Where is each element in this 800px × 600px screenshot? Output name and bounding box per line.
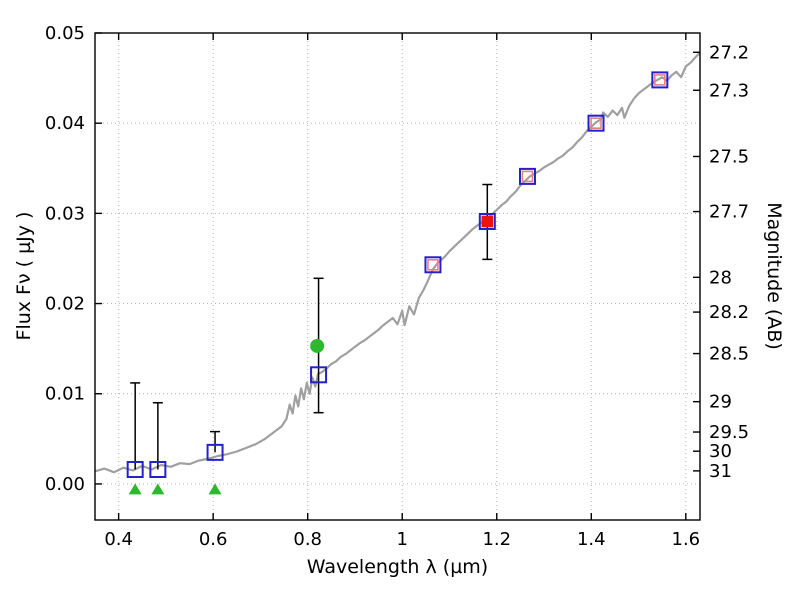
x-axis-label: Wavelength λ (µm) (306, 556, 489, 578)
x-tick-label: 0.8 (293, 529, 322, 550)
x-tick-label: 1.6 (672, 529, 701, 550)
y-tick-label-right: 27.2 (709, 42, 749, 63)
x-tick-label: 1.2 (482, 529, 511, 550)
blue-square-marker (149, 460, 167, 478)
grid-lines (95, 32, 700, 520)
y-tick-label-right: 29 (709, 392, 732, 413)
red-square-marker (481, 215, 494, 228)
y-tick-label-left: 0.03 (45, 203, 85, 224)
axis-ticks (95, 32, 700, 520)
red-square-marker (590, 117, 602, 129)
error-bars (130, 183, 493, 470)
y-tick-label-right: 27.3 (709, 80, 749, 101)
tick-labels: 0.4 0.6 0.8 1 1.2 1.4 1.6 0.00 0.01 0.02 0.03 0.04 0… (45, 23, 749, 550)
axes-box (94, 32, 701, 521)
y-tick-label-right: 27.7 (709, 202, 749, 223)
x-tick-label: 0.6 (199, 529, 228, 550)
y-tick-label-left: 0.01 (45, 384, 85, 405)
y-tick-label-right: 29.5 (709, 422, 749, 443)
y-tick-label-right: 28.2 (709, 302, 749, 323)
x-tick-label: 1.4 (577, 529, 606, 550)
blue-square-marker (651, 71, 669, 89)
blue-square-marker (126, 460, 144, 478)
blue-square-marker (587, 114, 605, 132)
y-tick-label-right: 31 (709, 461, 732, 482)
y-tick-label-left: 0.05 (45, 23, 85, 44)
blue-square-marker (424, 256, 442, 274)
red-square-marker (427, 258, 439, 271)
y-axis-label-left: Flux Fν ( µJy ) (13, 211, 35, 341)
upper-limit-triangle-icon (128, 483, 142, 495)
y-tick-label-left: 0.02 (45, 294, 85, 315)
red-square-marker (654, 74, 666, 86)
blue-square-marker (478, 212, 496, 230)
red-square-marker (521, 170, 534, 183)
blue-square-marker (206, 443, 224, 461)
y-axis-label-right: Magnitude (AB) (763, 202, 785, 350)
y-tick-label-right: 28 (709, 267, 732, 288)
green-circle-marker (310, 338, 325, 353)
upper-limit-triangle-icon (151, 483, 165, 495)
spectrum-line (94, 52, 701, 474)
y-tick-label-left: 0.04 (45, 113, 85, 134)
x-tick-label: 1 (397, 529, 408, 550)
y-tick-label-right: 28.5 (709, 344, 749, 365)
x-tick-label: 0.4 (104, 529, 133, 550)
y-tick-label-left: 0.00 (45, 474, 85, 495)
y-tick-label-right: 30 (709, 441, 732, 462)
y-tick-label-right: 27.5 (709, 146, 749, 167)
blue-square-marker (518, 167, 536, 185)
upper-limit-triangle-icon (208, 483, 222, 495)
blue-square-marker (310, 366, 328, 384)
